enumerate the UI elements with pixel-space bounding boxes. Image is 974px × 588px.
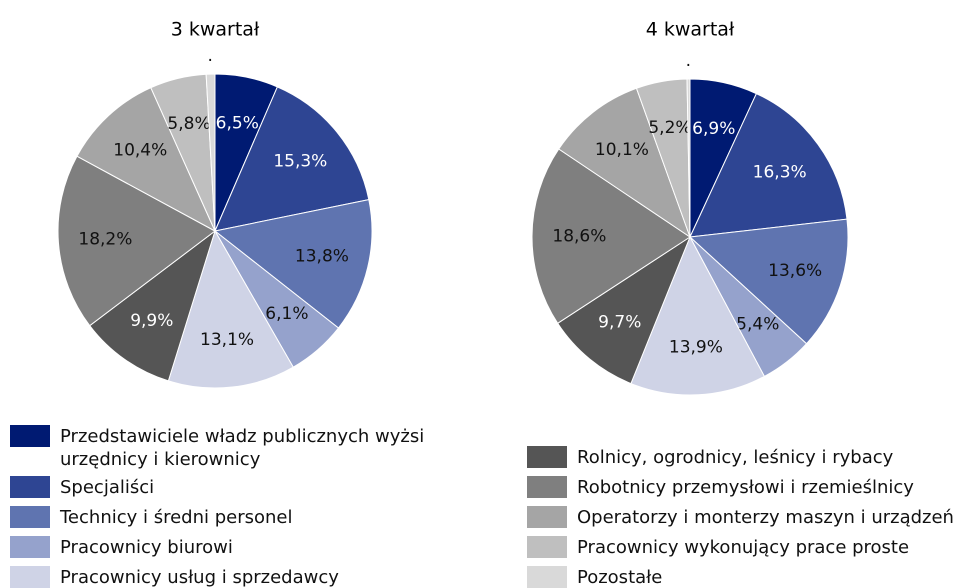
- pie-slice: [531, 148, 691, 325]
- legend-item: Technicy i średni personel: [10, 506, 460, 529]
- slice-label: 13,1%: [200, 330, 254, 350]
- legend-swatch: [527, 506, 567, 528]
- legend-swatch: [527, 536, 567, 558]
- legend-label: Przedstawiciele władz publicznych wyżsi …: [60, 426, 425, 470]
- legend-label: Rolnicy, ogrodnicy, leśnicy i rybacy: [577, 447, 894, 468]
- legend-item: Pracownicy usług i sprzedawcy: [10, 566, 460, 588]
- slice-label: 13,6%: [768, 261, 822, 281]
- chart-title: 3 kwartał: [171, 19, 260, 41]
- legend-swatch: [527, 566, 567, 588]
- legend-item: Rolnicy, ogrodnicy, leśnicy i rybacy: [527, 446, 974, 469]
- legend-swatch: [527, 446, 567, 468]
- slice-label: 13,8%: [295, 246, 349, 266]
- slice-label: 6,1%: [265, 304, 308, 324]
- legend-swatch: [10, 476, 50, 498]
- legend-label: Pracownicy usług i sprzedawcy: [60, 567, 339, 588]
- pie-slice: [167, 229, 294, 389]
- legend-label: Robotnicy przemysłowi i rzemieślnicy: [577, 477, 914, 498]
- slice-label: 5,4%: [736, 314, 779, 334]
- pie-slice: [76, 87, 217, 233]
- legend-item: Pracownicy wykonujący prace proste: [527, 536, 974, 559]
- slice-label: 5,2%: [648, 118, 691, 138]
- slice-label: 10,4%: [113, 140, 167, 160]
- slice-label: 18,2%: [78, 229, 132, 249]
- legend-label: Pozostałe: [577, 567, 663, 588]
- pie-slice: [89, 229, 216, 382]
- pie-slice: [57, 155, 216, 327]
- pie-slice: [558, 87, 691, 239]
- slice-label: 13,9%: [669, 337, 723, 357]
- pie-slice: [689, 92, 848, 238]
- slice-label: 18,6%: [552, 226, 606, 246]
- pie-slice: [686, 78, 691, 238]
- legend-swatch: [527, 476, 567, 498]
- slice-label: 16,3%: [753, 162, 807, 182]
- legend-label: Technicy i średni personel: [60, 507, 293, 528]
- legend-item: Specjaliści: [10, 476, 460, 499]
- pie-slice: [630, 235, 766, 396]
- slice-label: 9,9%: [130, 311, 173, 331]
- charts: 3 kwartał 6,5% 15,3% 13,8% 6,1% 13,1% 9,9% 18,2…: [57, 19, 849, 396]
- slice-label: 5,8%: [167, 114, 210, 134]
- slice-label: 15,3%: [273, 152, 327, 172]
- pie-slice: [556, 235, 692, 385]
- legend-swatch: [10, 536, 50, 558]
- legend-swatch: [10, 425, 50, 447]
- legend-swatch: [10, 506, 50, 528]
- slice-label: 6,5%: [216, 113, 259, 133]
- slice-label: 10,1%: [595, 140, 649, 160]
- legend-swatch: [10, 566, 50, 588]
- legend-label: Pracownicy biurowi: [60, 537, 233, 558]
- legend-label: Specjaliści: [60, 477, 155, 498]
- legend-item: Robotnicy przemysłowi i rzemieślnicy: [527, 476, 974, 499]
- legend-item: Pozostałe: [527, 566, 974, 588]
- slice-label: .: [686, 51, 691, 71]
- pie-slice: [688, 218, 849, 345]
- legend-item: Przedstawiciele władz publicznych wyżsi …: [10, 425, 460, 471]
- pie-slice: [214, 86, 370, 232]
- legend-label: Pracownicy wykonujący prace proste: [577, 537, 910, 558]
- legend-item: Operatorzy i monterzy maszyn i urządzeń: [527, 506, 974, 529]
- slice-label: .: [207, 46, 212, 66]
- slice-label: 6,9%: [692, 119, 735, 139]
- legend-label: Operatorzy i monterzy maszyn i urządzeń: [577, 507, 954, 528]
- pie-slice: [213, 199, 373, 329]
- slice-label: 9,7%: [598, 312, 641, 332]
- chart-title: 4 kwartał: [646, 19, 735, 41]
- pie-slice: [205, 73, 216, 232]
- legend-item: Pracownicy biurowi: [10, 536, 460, 559]
